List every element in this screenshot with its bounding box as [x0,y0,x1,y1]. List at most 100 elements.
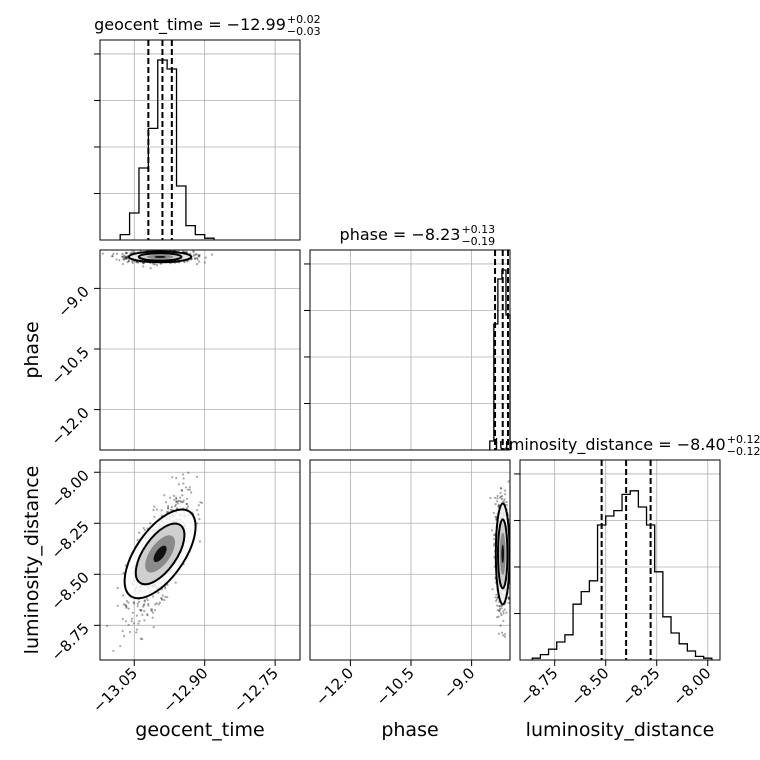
sample-point [150,609,153,612]
sample-point [123,257,126,260]
sample-point [158,601,162,604]
sample-point [182,482,185,485]
sample-point [169,508,173,511]
sample-point [182,499,185,502]
sample-point [143,600,146,603]
sample-point [198,255,201,258]
sample-point [195,475,199,478]
sample-point [503,633,507,636]
sample-point [174,503,178,506]
sample-point [143,603,146,606]
sample-point [198,260,201,263]
sample-point [510,526,512,528]
sample-point [122,603,125,606]
x-tick-label: −9.0 [440,664,478,702]
sample-point [127,259,130,263]
sample-point [160,597,164,600]
sample-point [135,628,139,631]
sample-point [491,588,494,591]
hist-line [489,269,511,450]
sample-point [511,568,513,570]
sample-point [155,508,158,511]
sample-point [130,620,133,623]
sample-point [501,634,505,637]
sample-point [174,581,177,584]
sample-point [496,500,499,503]
sample-point [490,529,494,532]
sample-point [138,620,141,623]
sample-point [124,604,128,607]
sample-point [143,619,146,622]
sample-point [181,473,185,476]
sample-point [512,575,514,577]
sample-point [502,619,505,623]
sample-point [136,538,139,542]
sample-point [125,257,128,260]
sample-point [181,500,185,504]
sample-point [185,502,188,505]
sample-point [185,507,188,510]
sample-point [125,251,129,255]
sample-point [127,607,130,610]
x-tick-label: −12.75 [230,664,282,716]
panel-frame [99,459,301,661]
sample-point [111,255,114,258]
sample-point [492,544,495,547]
sample-point [499,496,502,499]
sample-point [138,531,141,534]
sample-point [494,515,497,518]
sample-point [125,257,128,260]
sample-point [149,267,152,270]
sample-point [151,611,154,614]
sample-point [125,606,128,609]
sample-point [142,604,145,607]
sample-point [166,596,169,599]
sample-point [188,486,191,489]
sample-point [182,250,185,253]
sample-point [161,594,164,597]
sample-point [127,259,130,263]
sample-point [161,598,164,601]
sample-point [125,605,128,608]
panel-content [106,471,203,653]
sample-point [124,620,127,623]
sample-point [505,500,508,504]
sample-point [147,604,150,607]
title-minus: −0.12 [727,445,760,458]
sample-point [125,255,128,259]
sample-point [127,623,130,626]
sample-point [137,622,140,625]
sample-point [505,503,508,507]
sample-point [498,605,501,608]
sample-point [492,537,496,541]
sample-point [139,637,142,640]
sample-point [187,471,190,474]
sample-point [510,584,512,586]
sample-point [195,252,198,256]
sample-point [166,507,170,510]
sample-point [511,554,513,556]
sample-point [131,250,134,253]
sample-point [142,265,145,268]
sample-point [157,591,160,594]
sample-point [132,601,135,604]
sample-point [143,599,147,602]
sample-point [494,599,498,603]
sample-point [195,263,199,266]
sample-point [496,609,499,612]
sample-point [204,256,207,259]
sample-point [492,511,496,515]
sample-point [197,254,200,257]
sample-point [495,593,498,596]
sample-point [142,262,145,265]
sample-point [174,496,178,499]
sample-point [507,598,510,601]
sample-point [152,263,155,266]
sample-point [155,602,158,605]
sample-point [197,513,200,516]
panel-hist-phase: phase = −8.23 +0.13−0.19 [304,223,511,451]
sample-point [507,597,510,600]
sample-point [195,508,199,512]
sample-point [197,254,201,257]
sample-point [132,622,135,625]
